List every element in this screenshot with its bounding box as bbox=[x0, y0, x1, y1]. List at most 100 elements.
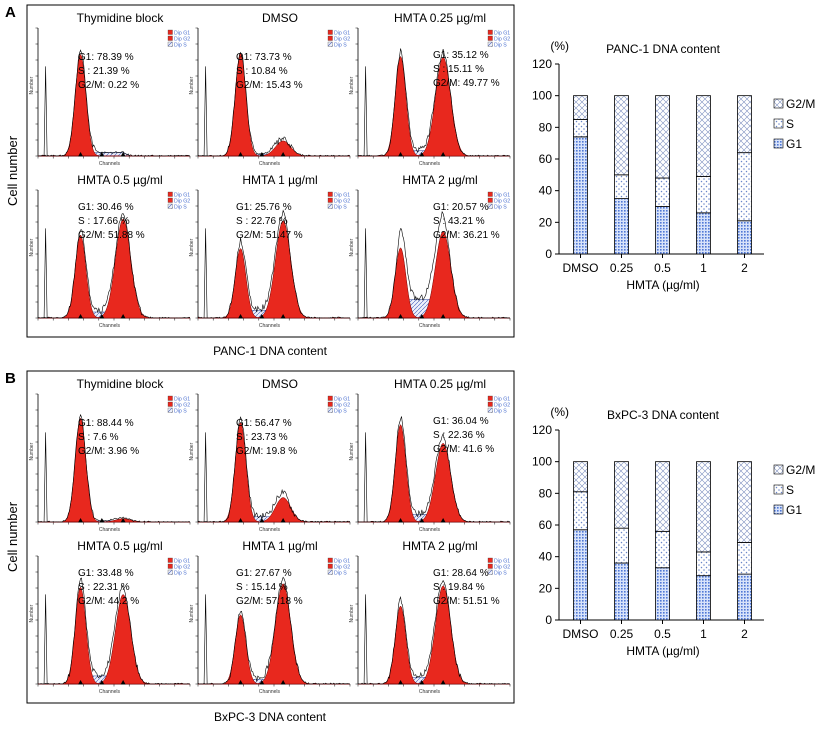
bar-g2m-2 bbox=[738, 462, 752, 543]
gate-marker bbox=[99, 518, 104, 523]
legend-swatch-g2m bbox=[774, 465, 783, 474]
bar-g2m-2 bbox=[738, 96, 752, 153]
legend-swatch-g1 bbox=[774, 505, 783, 514]
stat-line: S : 21.39 % bbox=[78, 66, 130, 77]
x-tick-label: 1 bbox=[700, 261, 707, 275]
y-tick-label: 80 bbox=[539, 120, 553, 134]
stat-line: S : 22.31 % bbox=[78, 582, 130, 593]
bar-g2m-0.25 bbox=[615, 96, 629, 175]
histogram-legend-label: Dip S bbox=[334, 204, 347, 210]
g2-peak bbox=[198, 141, 350, 156]
cell-number-label: Cell number bbox=[5, 501, 20, 572]
debris-spike bbox=[44, 66, 47, 156]
bar-g2m-0.5 bbox=[656, 96, 670, 178]
stat-line: G2/M: 19.8 % bbox=[236, 446, 297, 457]
histogram-y-label: Number bbox=[29, 442, 35, 460]
histogram-title: Thymidine block bbox=[77, 11, 165, 25]
y-tick-label: 40 bbox=[539, 550, 553, 564]
y-tick-label: 100 bbox=[532, 89, 552, 103]
cell-number-label: Cell number bbox=[5, 135, 20, 206]
legend-swatch bbox=[328, 198, 333, 203]
bar-g1-0.5 bbox=[656, 568, 670, 620]
panel-A: A Cell number PANC-1 DNA content Thymidine … bbox=[5, 4, 815, 358]
legend-swatch bbox=[168, 36, 173, 41]
legend-label: G1 bbox=[786, 137, 802, 151]
histogram-caption: PANC-1 DNA content bbox=[213, 344, 327, 358]
histogram-title: HMTA 1 µg/ml bbox=[242, 539, 317, 553]
histogram-y-label: Number bbox=[29, 238, 35, 256]
stat-line: G2/M: 51.47 % bbox=[236, 230, 303, 241]
histogram-legend-label: Dip S bbox=[494, 42, 507, 48]
bar-s-2 bbox=[738, 542, 752, 574]
histogram-y-label: Number bbox=[349, 76, 355, 94]
stat-line: G2/M: 51.88 % bbox=[78, 230, 145, 241]
bar-g2m-0.25 bbox=[615, 462, 629, 528]
stat-line: G2/M: 49.77 % bbox=[433, 78, 500, 89]
histogram-x-label: Channels bbox=[419, 689, 441, 695]
bar-g1-DMSO bbox=[574, 137, 588, 254]
x-tick-label: DMSO bbox=[563, 627, 599, 641]
histogram-x-label: Channels bbox=[419, 527, 441, 533]
legend-swatch-s bbox=[774, 119, 783, 128]
y-axis-unit: (%) bbox=[550, 39, 569, 53]
bar-s-DMSO bbox=[574, 119, 588, 136]
legend-swatch bbox=[488, 192, 493, 197]
legend-swatch bbox=[488, 198, 493, 203]
bar-g2m-0.5 bbox=[656, 462, 670, 532]
x-tick-label: 0.25 bbox=[610, 627, 634, 641]
legend-swatch bbox=[328, 402, 333, 407]
legend-swatch bbox=[168, 396, 173, 401]
stat-line: G2/M: 41.6 % bbox=[433, 444, 494, 455]
x-tick-label: DMSO bbox=[563, 261, 599, 275]
g2-peak bbox=[38, 594, 190, 684]
histogram-y-label: Number bbox=[349, 604, 355, 622]
histogram-y-label: Number bbox=[29, 604, 35, 622]
histogram-legend-label: Dip S bbox=[494, 204, 507, 210]
x-axis-title: HMTA (µg/ml) bbox=[626, 278, 699, 292]
stat-line: S : 7.6 % bbox=[78, 432, 119, 443]
bar-g1-2 bbox=[738, 574, 752, 620]
debris-spike bbox=[204, 594, 207, 684]
histogram-title: HMTA 0.5 µg/ml bbox=[77, 539, 162, 553]
histogram-title: HMTA 0.5 µg/ml bbox=[77, 173, 162, 187]
stat-line: G2/M: 36.21 % bbox=[433, 230, 500, 241]
legend-swatch bbox=[328, 42, 333, 47]
observed-trace bbox=[38, 415, 190, 522]
stat-line: G2/M: 3.96 % bbox=[78, 446, 139, 457]
y-tick-label: 20 bbox=[539, 581, 553, 595]
stat-line: G1: 20.57 % bbox=[433, 202, 489, 213]
legend-swatch bbox=[328, 564, 333, 569]
histogram-x-label: Channels bbox=[259, 161, 281, 167]
histogram-legend-label: Dip S bbox=[334, 42, 347, 48]
bar-g1-0.5 bbox=[656, 207, 670, 255]
panel-letter: A bbox=[5, 4, 16, 21]
legend-swatch bbox=[328, 204, 333, 209]
legend-swatch bbox=[168, 558, 173, 563]
legend-swatch bbox=[328, 408, 333, 413]
legend-swatch-g1 bbox=[774, 139, 783, 148]
bar-chart-title: PANC-1 DNA content bbox=[606, 42, 720, 56]
debris-spike bbox=[364, 66, 367, 156]
histogram-title: HMTA 1 µg/ml bbox=[242, 173, 317, 187]
histogram-title: DMSO bbox=[262, 377, 298, 391]
legend-swatch bbox=[168, 42, 173, 47]
histogram-legend-label: Dip S bbox=[174, 408, 187, 414]
bar-g2m-1 bbox=[697, 462, 711, 552]
legend-swatch-g2m bbox=[774, 99, 783, 108]
debris-spike bbox=[44, 594, 47, 684]
x-tick-label: 0.5 bbox=[654, 627, 671, 641]
histogram-x-label: Channels bbox=[259, 527, 281, 533]
legend-swatch-s bbox=[774, 485, 783, 494]
y-tick-label: 120 bbox=[532, 423, 552, 437]
bar-chart: BxPC-3 DNA content(%)020406080100120DMSO… bbox=[532, 405, 815, 658]
stat-line: G2/M: 44.2 % bbox=[78, 596, 139, 607]
